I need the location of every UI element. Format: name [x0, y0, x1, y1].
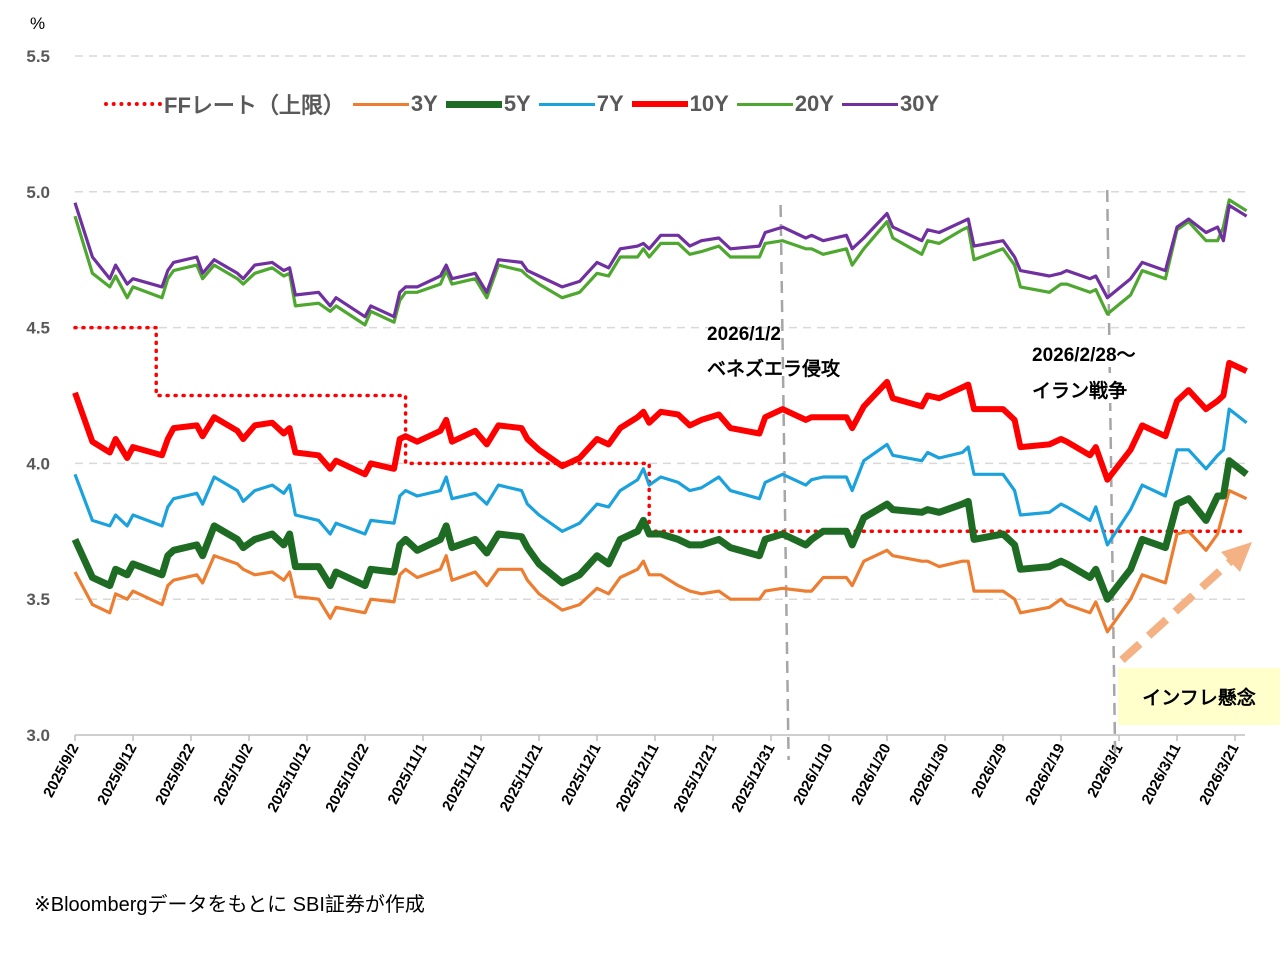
legend-item: 7Y	[538, 91, 624, 117]
series-line-3y	[73, 489, 1248, 634]
x-tick-label: 2026/1/20	[848, 741, 894, 808]
legend: FFレート（上限） 3Y 5Y 7Y 10Y 20Y 30Y	[104, 88, 947, 120]
x-tick-label: 2026/3/1	[1084, 741, 1126, 801]
x-tick-label: 2026/2/9	[968, 741, 1010, 801]
event-line-1	[779, 204, 790, 761]
event-1-text: ベネズエラ侵攻	[707, 359, 841, 380]
inflation-concern-callout: インフレ懸念	[1118, 668, 1280, 725]
x-tick-label: 2025/11/11	[439, 741, 488, 814]
x-tick-label: 2026/3/11	[1139, 741, 1185, 807]
x-tick-label: 2025/10/2	[210, 741, 256, 808]
y-tick-label: 3.5	[26, 590, 50, 609]
x-tick-label: 2026/2/19	[1022, 741, 1068, 808]
x-tick-label: 2025/9/22	[152, 741, 198, 808]
x-tick-label: 2025/12/21	[670, 741, 720, 815]
x-tick-label: 2026/1/10	[790, 741, 836, 808]
x-tick-label: 2025/10/22	[322, 741, 372, 815]
series-line-20y	[73, 198, 1248, 327]
legend-item: FFレート（上限）	[104, 88, 345, 120]
legend-swatch	[841, 102, 898, 106]
legend-item: 30Y	[841, 91, 940, 117]
y-tick-label: 4.0	[26, 454, 50, 473]
event-1-date: 2026/1/2	[707, 324, 781, 345]
x-tick-label: 2026/3/21	[1196, 741, 1242, 808]
legend-item: 3Y	[352, 91, 438, 117]
legend-label: 5Y	[503, 91, 531, 116]
legend-label: 20Y	[794, 91, 834, 116]
x-tick-label: 2025/10/12	[264, 741, 314, 815]
y-tick-label: 5.5	[26, 47, 50, 66]
y-tick-label: 3.0	[26, 726, 50, 745]
legend-swatch	[445, 100, 502, 108]
y-tick-label: 4.5	[26, 319, 50, 338]
legend-label: 30Y	[899, 91, 940, 116]
x-tick-label: 2025/11/21	[497, 741, 547, 815]
event-2-date: 2026/2/28～	[1032, 340, 1136, 367]
legend-swatch	[352, 102, 409, 106]
x-tick-label: 2025/11/1	[385, 741, 431, 807]
inflation-arrow-shaft	[1119, 557, 1235, 663]
x-tick-label: 2026/1/30	[906, 741, 952, 808]
source-note: ※Bloombergデータをもとに SBI証券が作成	[34, 894, 425, 916]
legend-swatch	[104, 102, 162, 106]
legend-swatch	[538, 102, 595, 106]
legend-item: 20Y	[736, 91, 834, 117]
inflation-arrow-head	[1221, 542, 1252, 572]
legend-label: 3Y	[410, 91, 438, 116]
x-tick-label: 2025/12/1	[558, 741, 604, 808]
legend-label: 7Y	[596, 91, 624, 116]
y-unit-label: %	[30, 14, 46, 33]
series-line-30y	[73, 202, 1248, 319]
series-line-10y	[72, 359, 1248, 483]
x-tick-label: 2025/9/2	[40, 741, 82, 801]
legend-label: 10Y	[689, 91, 729, 116]
y-tick-label: 5.0	[26, 183, 50, 202]
series-line-7y	[73, 407, 1248, 547]
x-tick-label: 2025/9/12	[94, 741, 140, 808]
legend-swatch	[631, 101, 688, 107]
legend-label: FFレート（上限）	[164, 93, 345, 118]
x-tick-label: 2025/12/31	[728, 741, 778, 815]
legend-item: 5Y	[445, 91, 531, 117]
legend-item: 10Y	[631, 91, 729, 117]
legend-swatch	[736, 102, 793, 106]
event-2-text: イラン戦争	[1032, 376, 1128, 403]
series-line-5y	[71, 457, 1249, 603]
ff-rate-line	[73, 325, 1249, 534]
x-tick-label: 2025/12/11	[613, 741, 663, 815]
